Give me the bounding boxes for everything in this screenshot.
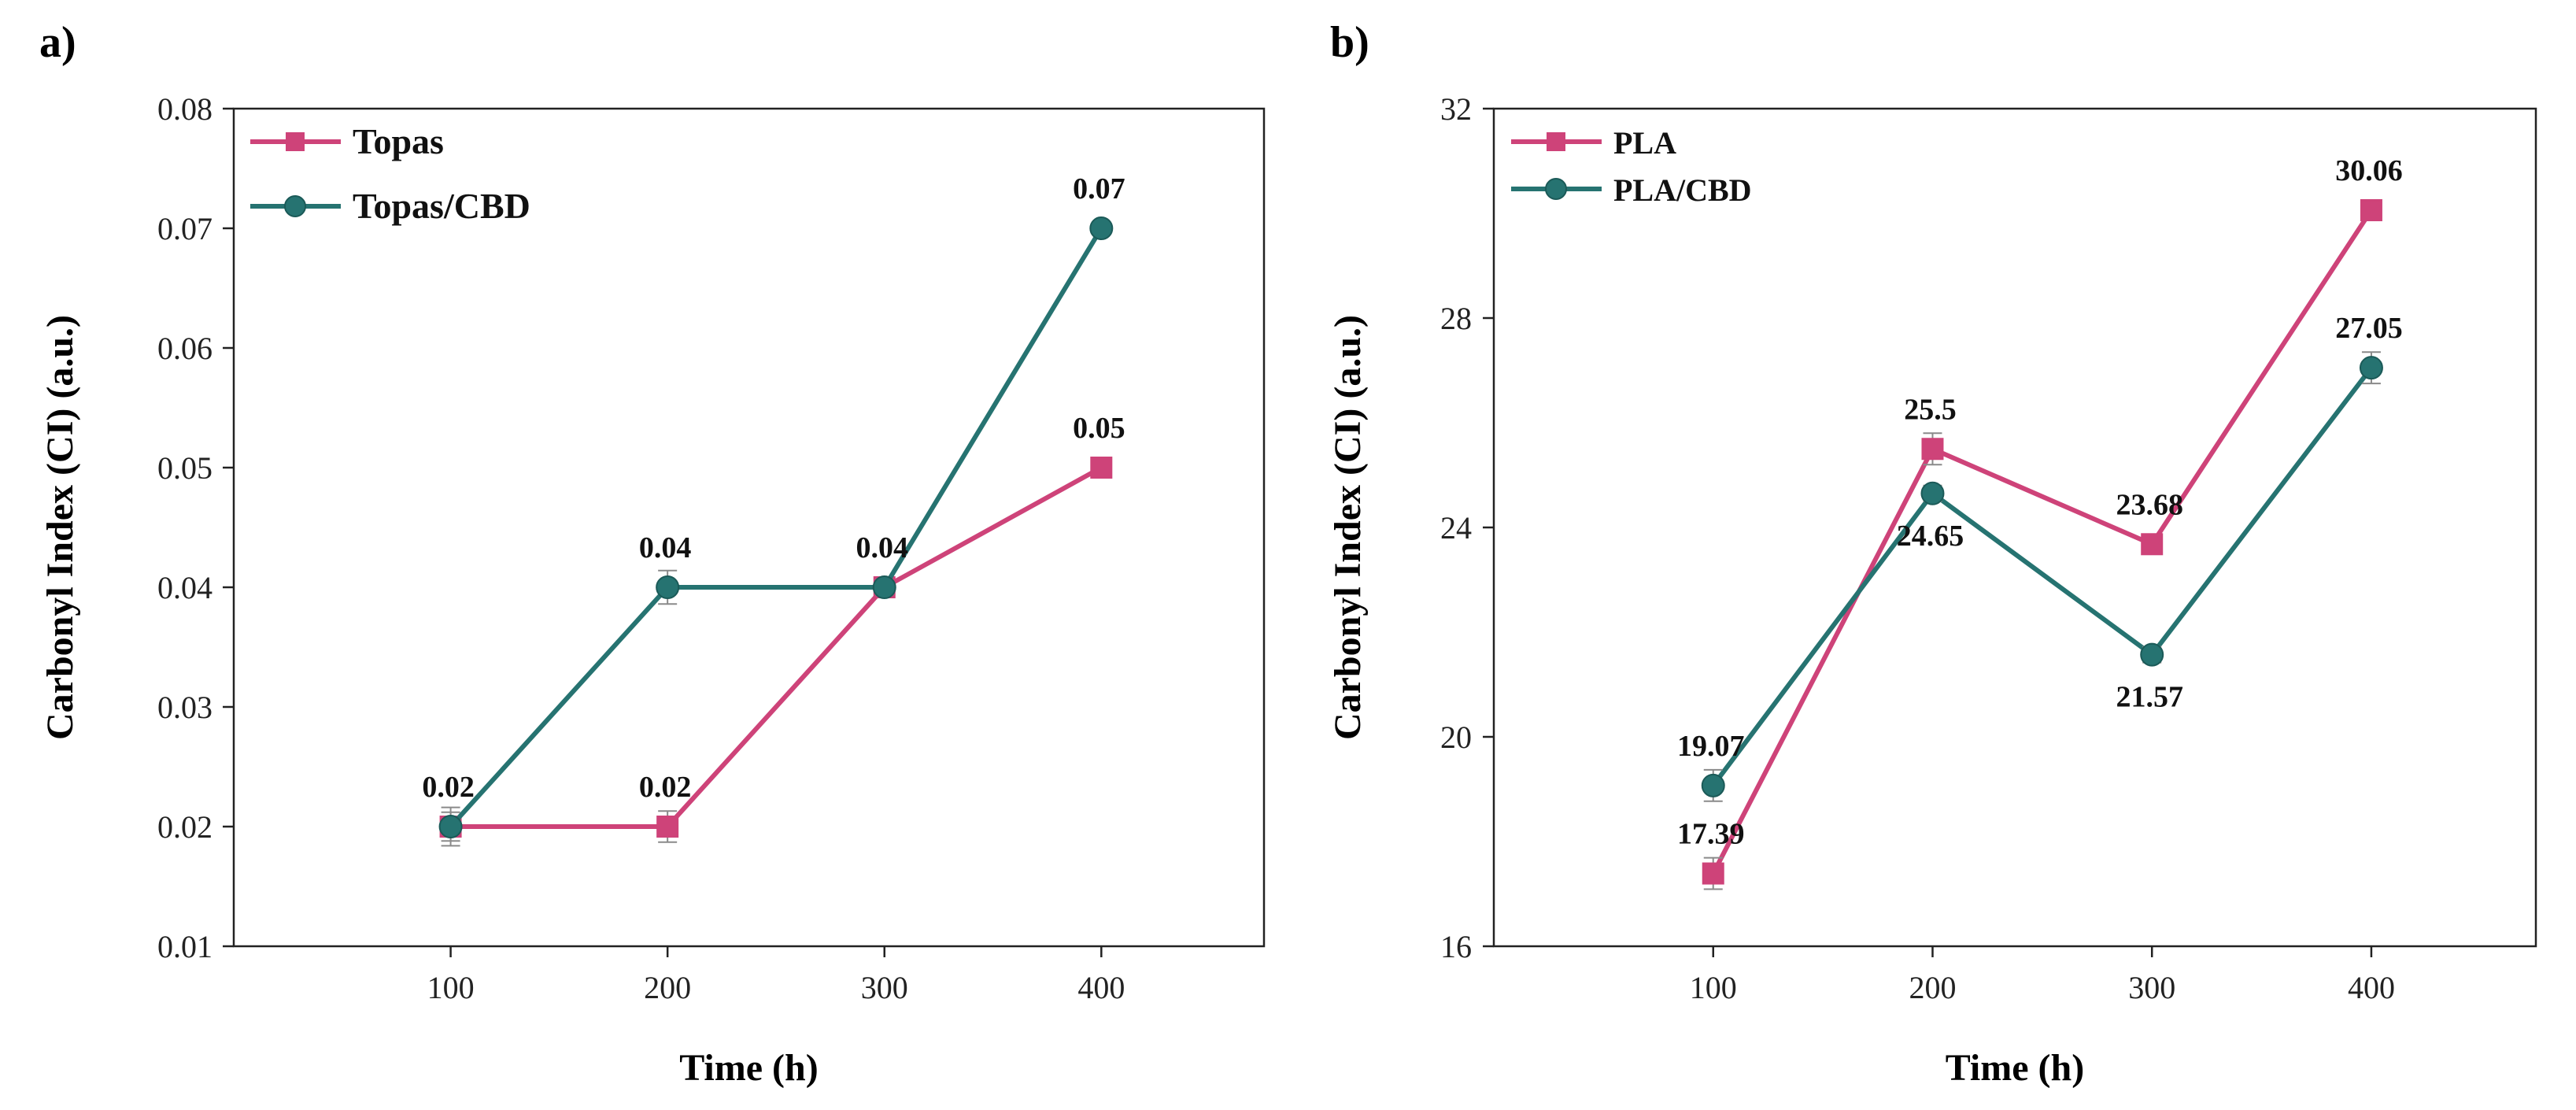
data-point xyxy=(1920,481,1945,505)
data-label: 24.65 xyxy=(1897,520,1964,553)
series-topas-cbd: 0.02 0.04 0.04 0.07 xyxy=(422,172,1125,847)
y-tick-label: 0.01 xyxy=(157,929,213,964)
series-pla: 17.39 25.5 23.68 30.06 xyxy=(1677,154,2403,890)
x-tick-label: 200 xyxy=(1909,970,1956,1005)
legend-entry: PLA xyxy=(1511,125,1676,161)
series-line xyxy=(449,227,1103,829)
y-tick-label: 0.06 xyxy=(157,331,213,366)
data-point xyxy=(2141,533,2164,556)
y-axis-title: Carbonyl Index (CI) (a.u.) xyxy=(39,315,81,740)
data-label: 30.06 xyxy=(2335,154,2403,187)
legend-swatch-marker xyxy=(1547,132,1565,151)
series-topas: 0.02 0.05 xyxy=(439,412,1125,843)
x-tick-label: 300 xyxy=(861,970,908,1005)
x-tick-label: 400 xyxy=(1077,970,1125,1005)
data-label: 0.07 xyxy=(1073,172,1125,205)
y-axis-title: Carbonyl Index (CI) (a.u.) xyxy=(1327,315,1369,740)
y-tick-label: 0.03 xyxy=(157,690,213,725)
series-line xyxy=(450,465,1103,829)
data-point xyxy=(438,815,463,838)
data-point xyxy=(1921,438,1944,461)
series-line xyxy=(1711,366,2374,787)
y-tick-label: 0.02 xyxy=(157,809,213,845)
y-tick-label: 0.07 xyxy=(157,211,213,246)
data-point xyxy=(1090,457,1113,479)
y-tick-label: 28 xyxy=(1440,301,1472,336)
y-tick-label: 0.08 xyxy=(157,91,213,127)
data-label: 0.04 xyxy=(639,531,692,564)
plot-frame xyxy=(1492,107,2537,948)
data-point xyxy=(872,575,896,599)
data-point xyxy=(1702,862,1724,885)
data-label: 0.02 xyxy=(422,771,475,804)
data-label: 19.07 xyxy=(1677,730,1745,763)
y-tick-label: 16 xyxy=(1440,929,1472,964)
data-point xyxy=(1089,216,1114,240)
legend-label: Topas xyxy=(353,121,444,161)
x-tick-label: 400 xyxy=(2348,970,2395,1005)
x-tick-label: 100 xyxy=(427,970,475,1005)
plot-frame xyxy=(232,107,1266,948)
data-point xyxy=(2140,642,2164,667)
y-tick-label: 24 xyxy=(1440,510,1472,546)
legend-label: PLA xyxy=(1613,125,1676,161)
data-label: 25.5 xyxy=(1904,393,1957,426)
legend-label: PLA/CBD xyxy=(1613,172,1752,208)
panel-label: b) xyxy=(1330,18,1369,67)
legend-swatch-marker xyxy=(1545,178,1567,200)
data-label: 27.05 xyxy=(2335,312,2403,345)
data-label: 17.39 xyxy=(1677,818,1745,851)
y-tick-label: 0.04 xyxy=(157,570,213,605)
y-tick-label: 20 xyxy=(1440,720,1472,755)
y-tick-label: 32 xyxy=(1440,91,1472,127)
data-point xyxy=(1701,773,1725,797)
data-point xyxy=(2359,356,2383,380)
legend-entry: Topas xyxy=(250,121,444,161)
data-label: 21.57 xyxy=(2116,681,2183,714)
data-label: 0.04 xyxy=(856,531,908,564)
x-tick-label: 100 xyxy=(1690,970,1737,1005)
data-point xyxy=(656,816,679,838)
legend-label: Topas/CBD xyxy=(353,186,530,226)
panel-b: b) 16 20 24 28 32 100 200 300 400 Time (h) Carbonyl… xyxy=(1327,18,2537,1089)
data-label: 0.05 xyxy=(1073,412,1125,445)
series-pla-cbd: 19.07 24.65 21.57 27.05 xyxy=(1677,312,2403,802)
x-tick-label: 200 xyxy=(644,970,691,1005)
legend-swatch-marker xyxy=(286,132,305,151)
x-tick-label: 300 xyxy=(2128,970,2175,1005)
x-axis-title: Time (h) xyxy=(679,1047,818,1089)
data-point xyxy=(656,575,680,599)
series-line xyxy=(1711,209,2374,875)
panel-label: a) xyxy=(39,18,76,67)
data-label: 0.02 xyxy=(639,771,692,804)
legend-swatch-marker xyxy=(284,195,306,217)
data-label: 23.68 xyxy=(2116,488,2183,521)
panel-a: a) 0.01 0.02 0.03 0.04 0.05 0.06 0.07 0.08 100 200… xyxy=(39,18,1266,1089)
y-tick-label: 0.05 xyxy=(157,450,213,486)
x-axis-title: Time (h) xyxy=(1946,1047,2084,1089)
data-point xyxy=(2360,199,2382,222)
legend-entry: Topas/CBD xyxy=(250,186,530,226)
legend-entry: PLA/CBD xyxy=(1511,172,1752,208)
